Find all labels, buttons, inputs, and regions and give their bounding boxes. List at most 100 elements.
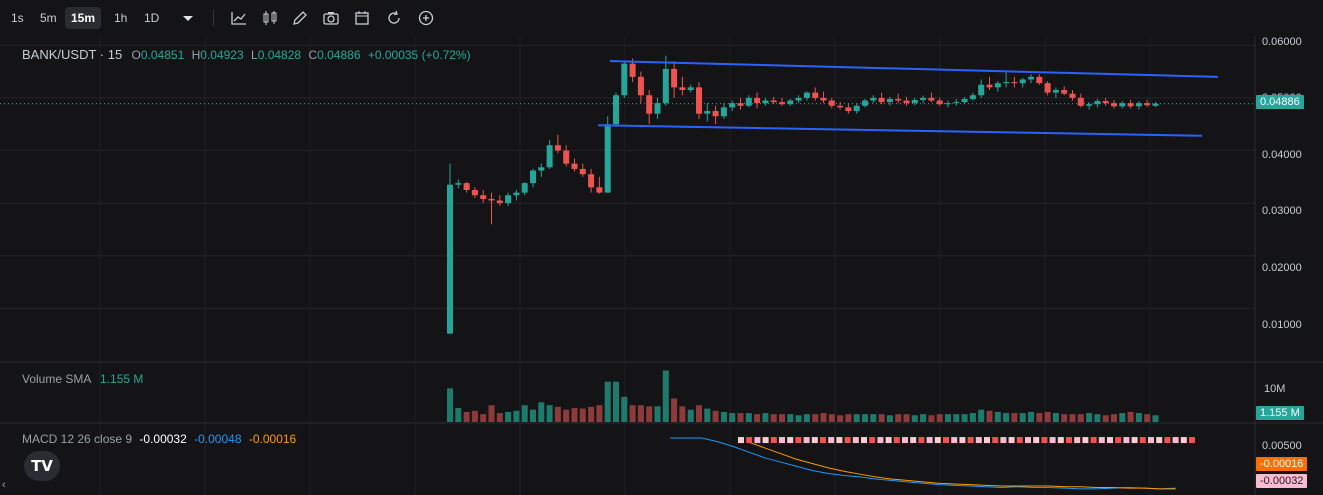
volume-bar bbox=[1127, 411, 1134, 422]
macd-histogram-bar bbox=[754, 437, 761, 444]
macd-label: MACD 12 26 close 9 bbox=[22, 432, 133, 446]
candle-body bbox=[720, 107, 727, 117]
macd-histogram-bar bbox=[1098, 437, 1105, 444]
volume-bar bbox=[779, 414, 785, 422]
macd-histogram-bar bbox=[943, 437, 949, 444]
candle-body bbox=[986, 84, 993, 88]
candle-body bbox=[480, 195, 487, 199]
macd-histogram-bar bbox=[803, 437, 810, 444]
macd-histogram-bar bbox=[959, 437, 966, 444]
volume-bar bbox=[986, 410, 993, 422]
high-label: H bbox=[191, 48, 201, 62]
macd-histogram-bar bbox=[1008, 437, 1015, 444]
macd-histogram-bar bbox=[975, 437, 982, 444]
close-label: C bbox=[308, 48, 318, 62]
tradingview-logo-icon[interactable]: TV bbox=[24, 451, 60, 481]
candle-body bbox=[604, 124, 611, 193]
indicator-icon[interactable] bbox=[229, 8, 249, 28]
macd-histogram-bar bbox=[762, 437, 769, 444]
chevron-down-icon[interactable] bbox=[178, 8, 198, 28]
add-icon[interactable] bbox=[416, 8, 436, 28]
timeframe-1s[interactable]: 1s bbox=[11, 11, 24, 25]
candle-body bbox=[1052, 89, 1059, 93]
volume-bar bbox=[845, 414, 852, 422]
volume-bar bbox=[621, 396, 628, 422]
macd-histogram-bar bbox=[770, 437, 777, 444]
price-chart[interactable] bbox=[0, 36, 1323, 495]
volume-bar bbox=[1061, 414, 1068, 422]
volume-bar bbox=[969, 413, 976, 422]
volume-bar bbox=[1111, 414, 1117, 422]
macd-histogram-bar bbox=[893, 437, 900, 444]
candle-body bbox=[754, 97, 761, 104]
volume-bar bbox=[546, 405, 553, 422]
candle-body bbox=[521, 183, 528, 193]
macd-histogram-bar bbox=[951, 437, 958, 444]
change-value: +0.00035 (+0.72%) bbox=[367, 48, 471, 62]
macd-histogram-bar bbox=[1164, 437, 1171, 444]
macd-histogram-bar bbox=[1049, 437, 1056, 444]
candle-body bbox=[1036, 76, 1043, 84]
open-value: 0.04851 bbox=[140, 48, 185, 62]
candle-body bbox=[712, 111, 719, 117]
candle-body bbox=[969, 95, 976, 99]
toolbar-divider bbox=[213, 10, 214, 26]
volume-bar bbox=[737, 413, 744, 422]
macd-histogram-bar bbox=[934, 437, 941, 444]
volume-bar bbox=[604, 381, 611, 422]
candle-body bbox=[571, 163, 578, 169]
macd-legend: MACD 12 26 close 9 -0.00032 -0.00048 -0.… bbox=[22, 432, 296, 446]
volume-bar bbox=[837, 415, 844, 422]
volume-bar bbox=[637, 405, 644, 422]
candle-body bbox=[903, 100, 910, 104]
candle-body bbox=[978, 84, 985, 96]
price-tick: 0.03000 bbox=[1262, 205, 1302, 217]
candle-body bbox=[447, 184, 453, 334]
calendar-icon[interactable] bbox=[352, 8, 372, 28]
timeframe-1h[interactable]: 1h bbox=[114, 11, 128, 25]
timeframe-15m[interactable]: 15m bbox=[65, 7, 102, 29]
volume-bar bbox=[496, 413, 503, 422]
scroll-left-icon[interactable]: ‹ bbox=[2, 479, 6, 491]
candle-body bbox=[1119, 103, 1126, 107]
symbol-label: BANK/USDT · 15 bbox=[22, 47, 123, 62]
candle-body bbox=[1069, 93, 1076, 98]
volume-bar bbox=[961, 414, 968, 422]
volume-bar bbox=[1069, 414, 1076, 422]
volume-bar bbox=[820, 413, 827, 422]
macd-histogram-bar bbox=[902, 437, 908, 444]
close-value: 0.04886 bbox=[317, 48, 361, 62]
volume-bar bbox=[754, 414, 761, 422]
volume-bar bbox=[1135, 413, 1142, 422]
volume-bar bbox=[1152, 415, 1159, 422]
macd-histogram-bar bbox=[1016, 437, 1023, 444]
volume-bar bbox=[886, 415, 893, 422]
candle-style-icon[interactable] bbox=[260, 8, 280, 28]
candle-body bbox=[870, 97, 877, 101]
candle-body bbox=[704, 111, 711, 114]
timeframe-5m[interactable]: 5m bbox=[40, 11, 57, 25]
draw-icon[interactable] bbox=[290, 8, 310, 28]
macd-histogram-bar bbox=[1074, 437, 1081, 444]
timeframe-1d[interactable]: 1D bbox=[144, 11, 160, 25]
camera-icon[interactable] bbox=[321, 8, 341, 28]
candle-body bbox=[837, 105, 844, 108]
candle-body bbox=[1111, 103, 1117, 107]
price-tick: 0.06000 bbox=[1262, 36, 1302, 48]
candle-body bbox=[1044, 83, 1051, 93]
candle-body bbox=[1077, 97, 1084, 106]
volume-bar bbox=[654, 406, 661, 422]
macd-histogram-bar bbox=[885, 437, 892, 444]
macd-histogram-bar bbox=[1131, 437, 1138, 444]
macd-histogram-bar bbox=[820, 437, 826, 444]
replay-icon[interactable] bbox=[384, 8, 404, 28]
macd-histogram-bar bbox=[992, 437, 999, 444]
macd-histogram-bar bbox=[836, 437, 843, 444]
macd-histogram-bar bbox=[811, 437, 818, 444]
macd-histogram-bar bbox=[1172, 437, 1179, 444]
candle-body bbox=[637, 76, 644, 96]
candle-body bbox=[646, 95, 653, 114]
chart-toolbar: 1s 5m 15m 1h 1D bbox=[0, 0, 1323, 36]
volume-bar bbox=[720, 411, 727, 422]
volume-bar bbox=[945, 414, 951, 422]
